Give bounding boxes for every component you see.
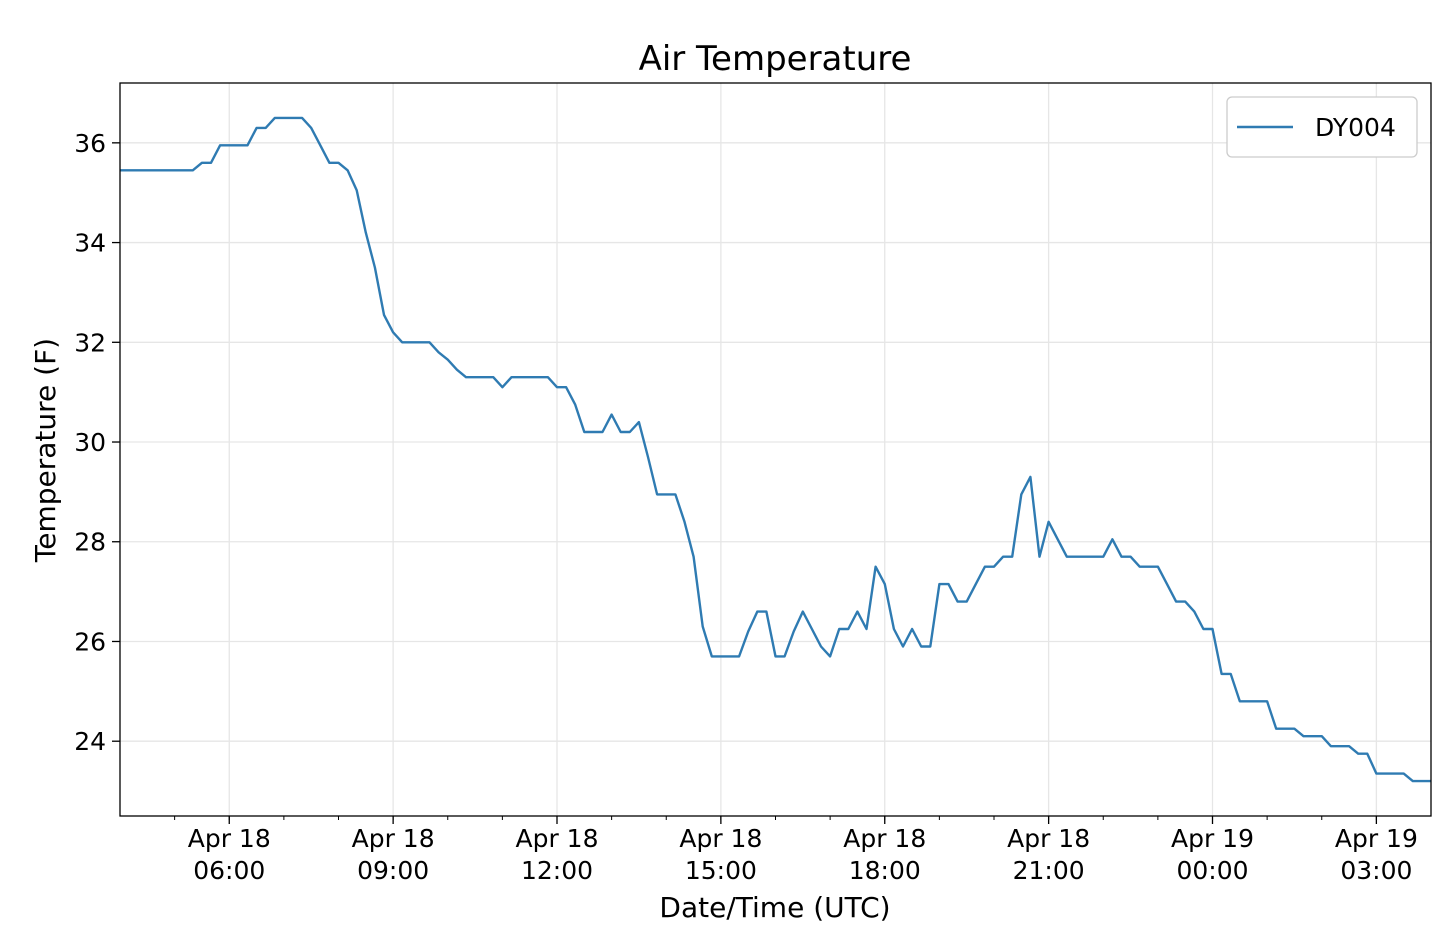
legend: DY004 bbox=[1226, 96, 1418, 158]
y-tick-label: 34 bbox=[74, 229, 106, 258]
y-axis: 24 26 28 30 32 34 36 bbox=[74, 129, 120, 756]
x-axis-label: Date/Time (UTC) bbox=[659, 891, 890, 924]
y-tick-label: 28 bbox=[74, 528, 106, 557]
x-tick-label: Apr 18 09:00 bbox=[352, 824, 435, 885]
y-tick-label: 32 bbox=[74, 328, 106, 357]
y-tick-label: 26 bbox=[74, 627, 106, 656]
series-layer bbox=[120, 116, 1431, 783]
chart-title: Air Temperature bbox=[639, 39, 912, 79]
series-line bbox=[120, 116, 1431, 783]
y-tick-label: 24 bbox=[74, 727, 106, 756]
grid-lines bbox=[120, 83, 1431, 816]
x-tick-label: Apr 19 03:00 bbox=[1335, 824, 1418, 885]
x-tick-label: Apr 18 06:00 bbox=[188, 824, 271, 885]
y-axis-label: Temperature (F) bbox=[29, 338, 62, 563]
y-tick-label: 36 bbox=[74, 129, 106, 158]
x-tick-label: Apr 19 00:00 bbox=[1171, 824, 1254, 885]
y-tick-label: 30 bbox=[74, 428, 106, 457]
x-tick-label: Apr 18 12:00 bbox=[515, 824, 598, 885]
x-tick-label: Apr 18 21:00 bbox=[1007, 824, 1090, 885]
legend-label: DY004 bbox=[1315, 113, 1396, 142]
x-axis: Apr 18 06:00 Apr 18 09:00 Apr 18 12:00 Apr 18 1… bbox=[174, 816, 1418, 885]
legend-box bbox=[1226, 96, 1418, 158]
x-tick-label: Apr 18 15:00 bbox=[679, 824, 762, 885]
x-tick-label: Apr 18 18:00 bbox=[843, 824, 926, 885]
plot-frame bbox=[119, 82, 1432, 817]
